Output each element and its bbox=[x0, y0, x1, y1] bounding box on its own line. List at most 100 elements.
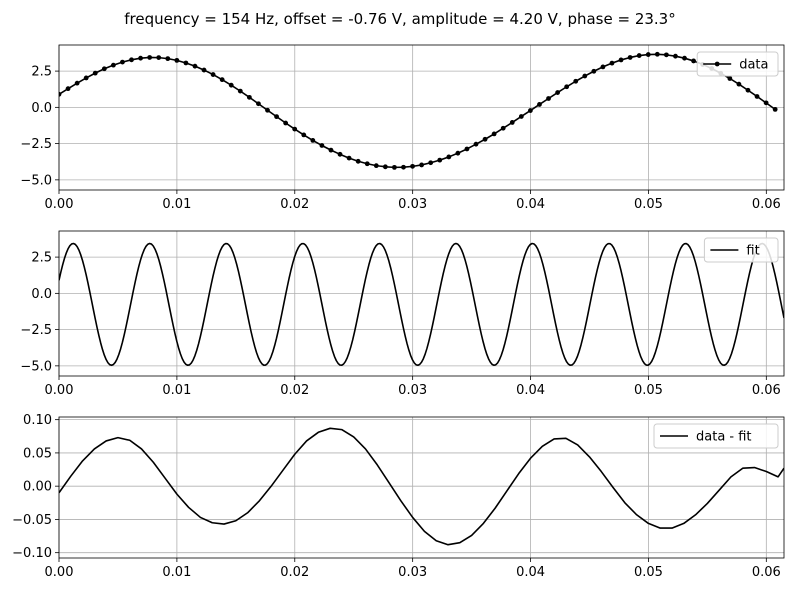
data-point bbox=[392, 164, 397, 170]
y-tick-label: −5.0 bbox=[20, 173, 52, 188]
data-point bbox=[59, 91, 62, 97]
series-group bbox=[59, 51, 778, 170]
data-point bbox=[364, 161, 370, 167]
legend: data - fit bbox=[653, 423, 779, 449]
y-tick-label: 0.0 bbox=[31, 101, 52, 116]
y-tick-label: −0.05 bbox=[12, 513, 52, 528]
data-point bbox=[482, 136, 488, 142]
data-point bbox=[65, 86, 71, 92]
data-point bbox=[129, 57, 134, 63]
plots-group: 0.00 0.01 0.02 0.03 0.04 0.05 0.06−5.0−2.50.02… bbox=[12, 44, 785, 580]
data-point bbox=[727, 76, 733, 81]
data-point bbox=[682, 55, 687, 61]
data-point bbox=[74, 80, 80, 86]
y-tick-label: 0.05 bbox=[23, 446, 52, 461]
data-point bbox=[754, 94, 760, 99]
legend: data bbox=[696, 51, 779, 77]
series-group bbox=[59, 427, 784, 546]
data-point bbox=[573, 78, 579, 84]
x-tick-label: 0.01 bbox=[162, 383, 191, 398]
data-point bbox=[419, 162, 425, 168]
y-tick-label: 2.5 bbox=[31, 65, 52, 80]
data-point bbox=[319, 143, 325, 148]
data-point bbox=[428, 160, 434, 166]
data-point bbox=[455, 150, 461, 156]
data-point bbox=[591, 68, 597, 74]
data-point bbox=[382, 164, 388, 170]
data-point bbox=[763, 100, 769, 106]
x-tick-label: 0.04 bbox=[516, 565, 545, 580]
data-point bbox=[265, 107, 270, 113]
x-tick-label: 0.03 bbox=[398, 197, 427, 212]
data-point bbox=[292, 126, 298, 132]
data-point bbox=[446, 154, 452, 160]
data-point bbox=[627, 55, 633, 60]
data-point bbox=[654, 51, 660, 57]
data-point bbox=[636, 53, 642, 58]
x-tick-label: 0.04 bbox=[516, 197, 545, 212]
data-point bbox=[201, 67, 207, 73]
axes-1: 0.00 0.01 0.02 0.03 0.04 0.05 0.06 −5.0 −2.5 0.0 2… bbox=[20, 44, 785, 212]
x-tick-label: 0.00 bbox=[45, 197, 74, 212]
data-point bbox=[165, 56, 171, 62]
data-point bbox=[83, 75, 89, 81]
data-point bbox=[283, 120, 289, 126]
axes-3: 0.00 0.01 0.02 0.03 0.04 0.05 0.06 −0.10 −0.05 0.… bbox=[12, 413, 785, 580]
legend-label: data - fit bbox=[696, 430, 752, 445]
data-point bbox=[437, 157, 443, 163]
data-point bbox=[500, 125, 506, 131]
data-point bbox=[237, 88, 243, 94]
x-tick-label: 0.02 bbox=[280, 383, 309, 398]
x-tick-label: 0.04 bbox=[516, 383, 545, 398]
data-point bbox=[537, 102, 542, 107]
x-tick-label: 0.01 bbox=[162, 197, 191, 212]
data-point bbox=[183, 60, 189, 66]
data-point bbox=[274, 114, 279, 120]
y-tick-label: −2.5 bbox=[20, 137, 52, 152]
x-tick-label: 0.00 bbox=[45, 565, 74, 580]
data-point bbox=[410, 163, 415, 169]
axes-frame bbox=[58, 230, 785, 377]
x-tick-label: 0.05 bbox=[634, 197, 663, 212]
data-point bbox=[691, 58, 696, 64]
data-point bbox=[219, 77, 225, 83]
legend-box bbox=[703, 237, 779, 263]
series-line-fit bbox=[59, 242, 784, 367]
data-point bbox=[147, 55, 153, 60]
x-tick-label: 0.06 bbox=[752, 383, 781, 398]
data-point bbox=[609, 60, 615, 66]
x-tick-label: 0.02 bbox=[280, 197, 309, 212]
data-point bbox=[256, 101, 261, 107]
data-point bbox=[310, 138, 316, 143]
data-point bbox=[546, 96, 551, 101]
y-tick-label: −2.5 bbox=[20, 323, 52, 338]
data-point bbox=[120, 59, 125, 65]
data-point bbox=[373, 163, 379, 169]
data-point bbox=[346, 155, 352, 161]
y-tick-label: −0.10 bbox=[12, 546, 52, 561]
x-tick-label: 0.02 bbox=[280, 565, 309, 580]
data-point bbox=[673, 53, 678, 59]
axes-frame bbox=[58, 44, 785, 191]
figure-suptitle: frequency = 154 Hz, offset = -0.76 V, am… bbox=[124, 10, 675, 28]
data-point bbox=[528, 108, 533, 113]
data-point bbox=[138, 55, 143, 61]
legend-marker bbox=[714, 61, 720, 67]
y-tick-label: 0.10 bbox=[23, 413, 52, 428]
data-point bbox=[110, 62, 116, 68]
legend: fit bbox=[703, 237, 779, 263]
data-point bbox=[210, 72, 216, 77]
data-point bbox=[600, 64, 606, 70]
data-point bbox=[174, 57, 180, 63]
x-tick-label: 0.05 bbox=[634, 565, 663, 580]
x-tick-label: 0.05 bbox=[634, 383, 663, 398]
y-tick-label: −5.0 bbox=[20, 359, 52, 374]
legend-label: fit bbox=[746, 244, 759, 259]
series-group bbox=[59, 242, 784, 367]
data-point bbox=[92, 70, 98, 76]
data-point bbox=[337, 151, 343, 157]
data-point bbox=[464, 146, 470, 152]
data-point bbox=[101, 66, 107, 72]
